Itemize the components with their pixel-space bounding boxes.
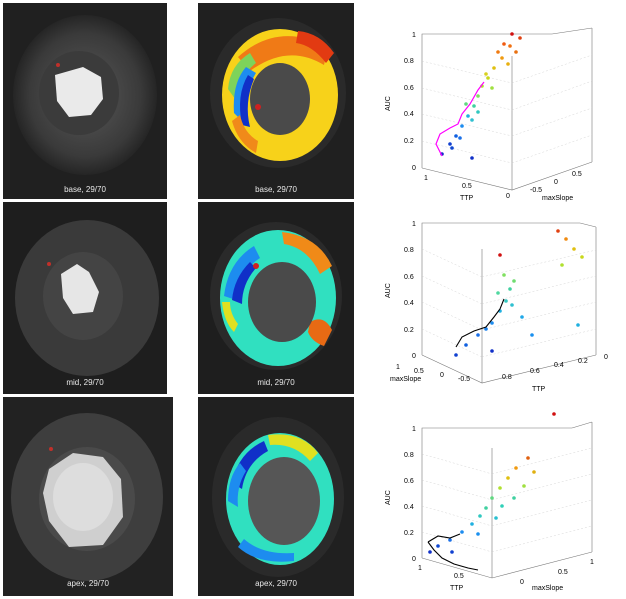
scatter-points-apex (428, 412, 556, 554)
x-tick: 0.6 (530, 368, 540, 375)
z-axis-label: AUC (385, 96, 392, 111)
x-axis-label: TTP (450, 585, 464, 592)
z-tick: 0.4 (404, 300, 414, 307)
y-tick: 0 (440, 372, 444, 379)
perfusion-map-mid: mid, 29/70 (198, 202, 354, 394)
z-tick: 0.8 (404, 58, 414, 65)
caption-map-apex: apex, 29/70 (255, 579, 297, 588)
y-axis-label: maxSlope (542, 195, 573, 202)
x-tick: 0.8 (502, 374, 512, 381)
x-tick: 0.5 (462, 183, 472, 190)
caption-gray-mid: mid, 29/70 (66, 378, 104, 387)
z-tick: 0.8 (404, 247, 414, 254)
y-tick: -0.5 (458, 376, 470, 383)
y-tick: 0.5 (572, 171, 582, 178)
y-tick: 1 (396, 364, 400, 371)
x-tick: 0.5 (454, 573, 464, 580)
caption-gray-base: base, 29/70 (64, 185, 106, 194)
mri-gray-base: base, 29/70 (3, 3, 167, 199)
x-tick: 0.2 (578, 358, 588, 365)
perfusion-map-apex: apex, 29/70 (198, 397, 354, 596)
x-tick: 0 (604, 354, 608, 361)
y-tick: 1 (590, 559, 594, 566)
x-tick: 1 (418, 565, 422, 572)
mri-gray-mid: mid, 29/70 (3, 202, 167, 394)
y-axis-label: maxSlope (390, 376, 421, 383)
y-tick: 0.5 (558, 569, 568, 576)
scatter3d-base: 0 0.2 0.4 0.6 0.8 1 AUC 1 0.5 0 TTP -0.5… (385, 27, 593, 202)
z-tick: 0.2 (404, 138, 414, 145)
z-tick: 0.4 (404, 504, 414, 511)
z-axis-label: AUC (385, 490, 392, 505)
z-tick: 0 (412, 556, 416, 563)
x-tick: 0.4 (554, 362, 564, 369)
scatter3d-apex: 0 0.2 0.4 0.6 0.8 1 AUC 1 0.5 TTP 0 0.5 … (385, 412, 594, 592)
z-tick: 0.8 (404, 452, 414, 459)
y-tick: 0.5 (414, 368, 424, 375)
caption-map-base: base, 29/70 (255, 185, 297, 194)
z-tick: 0.6 (404, 85, 414, 92)
z-tick: 0 (412, 165, 416, 172)
y-tick: -0.5 (530, 187, 542, 194)
scatter3d-mid: 0 0.2 0.4 0.6 0.8 1 AUC 1 0.5 0 -0.5 max… (385, 221, 608, 393)
y-tick: 0 (520, 579, 524, 586)
z-tick: 0 (412, 353, 416, 360)
z-tick: 0.6 (404, 478, 414, 485)
y-tick: 0 (554, 179, 558, 186)
z-tick: 0.4 (404, 111, 414, 118)
y-axis-label: maxSlope (532, 585, 563, 592)
x-tick: 1 (424, 175, 428, 182)
z-tick: 1 (412, 426, 416, 433)
z-tick: 0.2 (404, 327, 414, 334)
mri-gray-apex: apex, 29/70 (3, 397, 173, 596)
x-axis-label: TTP (532, 386, 546, 393)
scatter-points-mid (454, 229, 584, 357)
perfusion-map-base: base, 29/70 (198, 3, 354, 199)
scatter-points-base (440, 32, 522, 160)
z-tick: 0.2 (404, 530, 414, 537)
caption-gray-apex: apex, 29/70 (67, 579, 109, 588)
z-tick: 1 (412, 221, 416, 228)
z-tick: 0.6 (404, 274, 414, 281)
z-axis-label: AUC (385, 283, 392, 298)
caption-map-mid: mid, 29/70 (257, 378, 295, 387)
x-tick: 0 (506, 193, 510, 200)
z-tick: 1 (412, 32, 416, 39)
x-axis-label: TTP (460, 195, 474, 202)
